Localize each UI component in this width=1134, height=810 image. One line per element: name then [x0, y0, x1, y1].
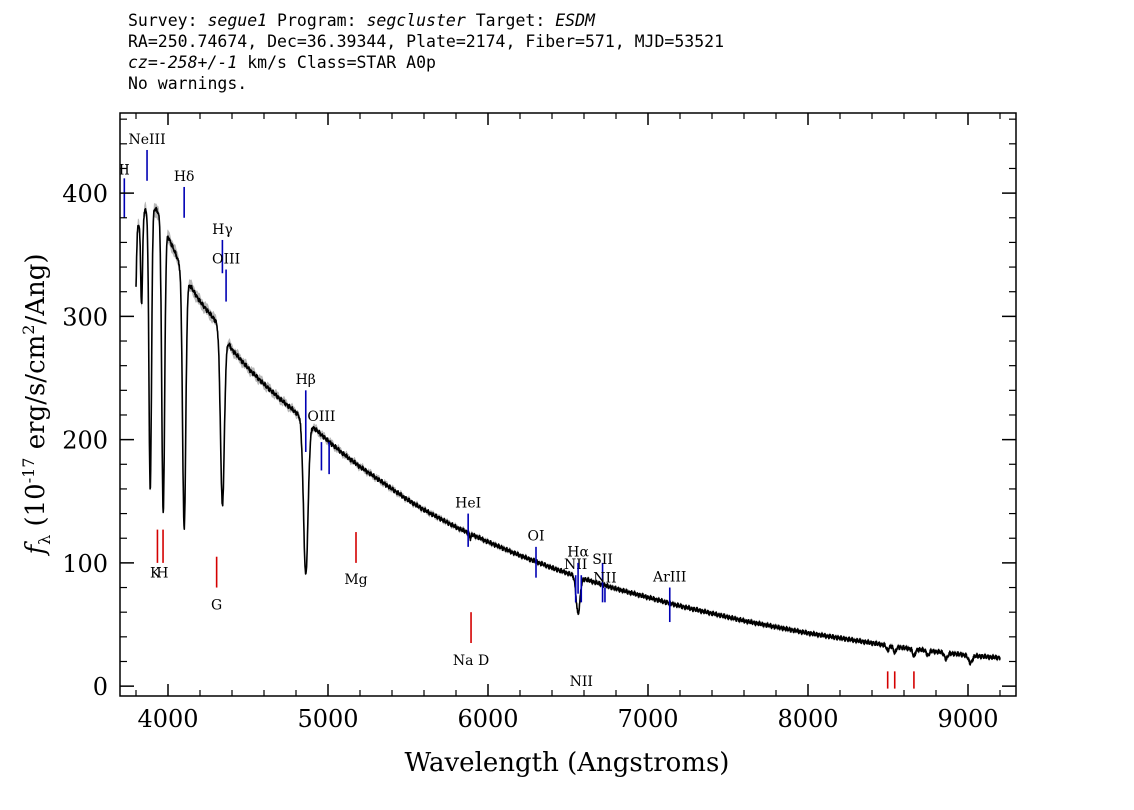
header-line-4: No warnings. — [128, 74, 248, 93]
survey-label: Survey: — [128, 11, 198, 30]
cz-value: -258+/-1 — [157, 53, 238, 72]
line-marker-label: ArIII — [652, 569, 686, 585]
line-marker-label: II — [119, 163, 130, 179]
x-axis-title: Wavelength (Angstroms) — [405, 748, 730, 778]
spectrum-flux-line — [135, 206, 1001, 666]
spectrum-header: Survey: segue1 Program: segcluster Targe… — [128, 10, 724, 94]
line-marker-label: G — [211, 598, 222, 614]
header-line-2: RA=250.74674, Dec=36.39344, Plate=2174, … — [128, 32, 725, 51]
line-marker-label: OIII — [307, 409, 335, 425]
y-tick-label: 400 — [62, 180, 108, 208]
x-tick-label: 7000 — [617, 705, 678, 733]
x-tick-label: 4000 — [137, 705, 198, 733]
survey-value: segue1 — [207, 11, 268, 30]
line-marker-label: OIII — [212, 251, 240, 267]
line-marker-label: OI — [527, 529, 544, 545]
line-marker-label: Hδ — [174, 169, 195, 185]
header-line-1: Survey: segue1 Program: segcluster Targe… — [128, 10, 724, 31]
line-marker-label: NII — [564, 557, 587, 573]
y-tick-label: 100 — [62, 550, 108, 578]
header-line-3: cz=-258+/-1 km/s Class=STAR A0p — [128, 52, 724, 73]
line-marker-label: H — [156, 566, 168, 582]
y-tick-label: 200 — [62, 427, 108, 455]
line-marker-label: HeI — [455, 495, 481, 511]
cz-rest: km/s Class=STAR A0p — [237, 53, 436, 72]
line-marker-label: Na D — [453, 653, 489, 669]
y-tick-label: 300 — [62, 303, 108, 331]
y-tick-label: 0 — [93, 673, 108, 701]
line-marker-label: Hα — [567, 545, 589, 561]
line-marker-layer: IINeIIIHδHγOIIIHβOIIIHeIOINIIHαNIISIINII… — [119, 132, 915, 690]
spectrum-layer — [135, 201, 1001, 666]
x-tick-label: 5000 — [297, 705, 358, 733]
line-marker-label: SII — [592, 552, 613, 568]
target-value: ESDM — [555, 11, 595, 30]
y-axis-title: fλ (10-17 erg/s/cm2/Ang) — [19, 253, 54, 556]
cz-label: cz= — [128, 53, 158, 72]
x-tick-label: 9000 — [937, 705, 998, 733]
line-marker-label: Mg — [344, 572, 367, 588]
line-marker-label: NeIII — [128, 132, 165, 148]
x-tick-label: 8000 — [777, 705, 838, 733]
flux-error-band — [136, 201, 1000, 665]
program-label: Program: — [277, 11, 357, 30]
line-marker-label: NII — [570, 674, 593, 690]
line-marker-label: NII — [593, 571, 616, 587]
program-value: segcluster — [366, 11, 466, 30]
x-tick-label: 6000 — [457, 705, 518, 733]
axis-layer: 4000 5000 6000 7000 8000 9000 0 100 200 300 400 — [62, 113, 1016, 733]
line-marker-label: K — [150, 566, 161, 582]
line-marker-label: Hγ — [212, 222, 233, 238]
line-marker-label: Hβ — [296, 372, 316, 388]
plot-frame — [119, 112, 1017, 697]
target-label: Target: — [475, 11, 546, 30]
